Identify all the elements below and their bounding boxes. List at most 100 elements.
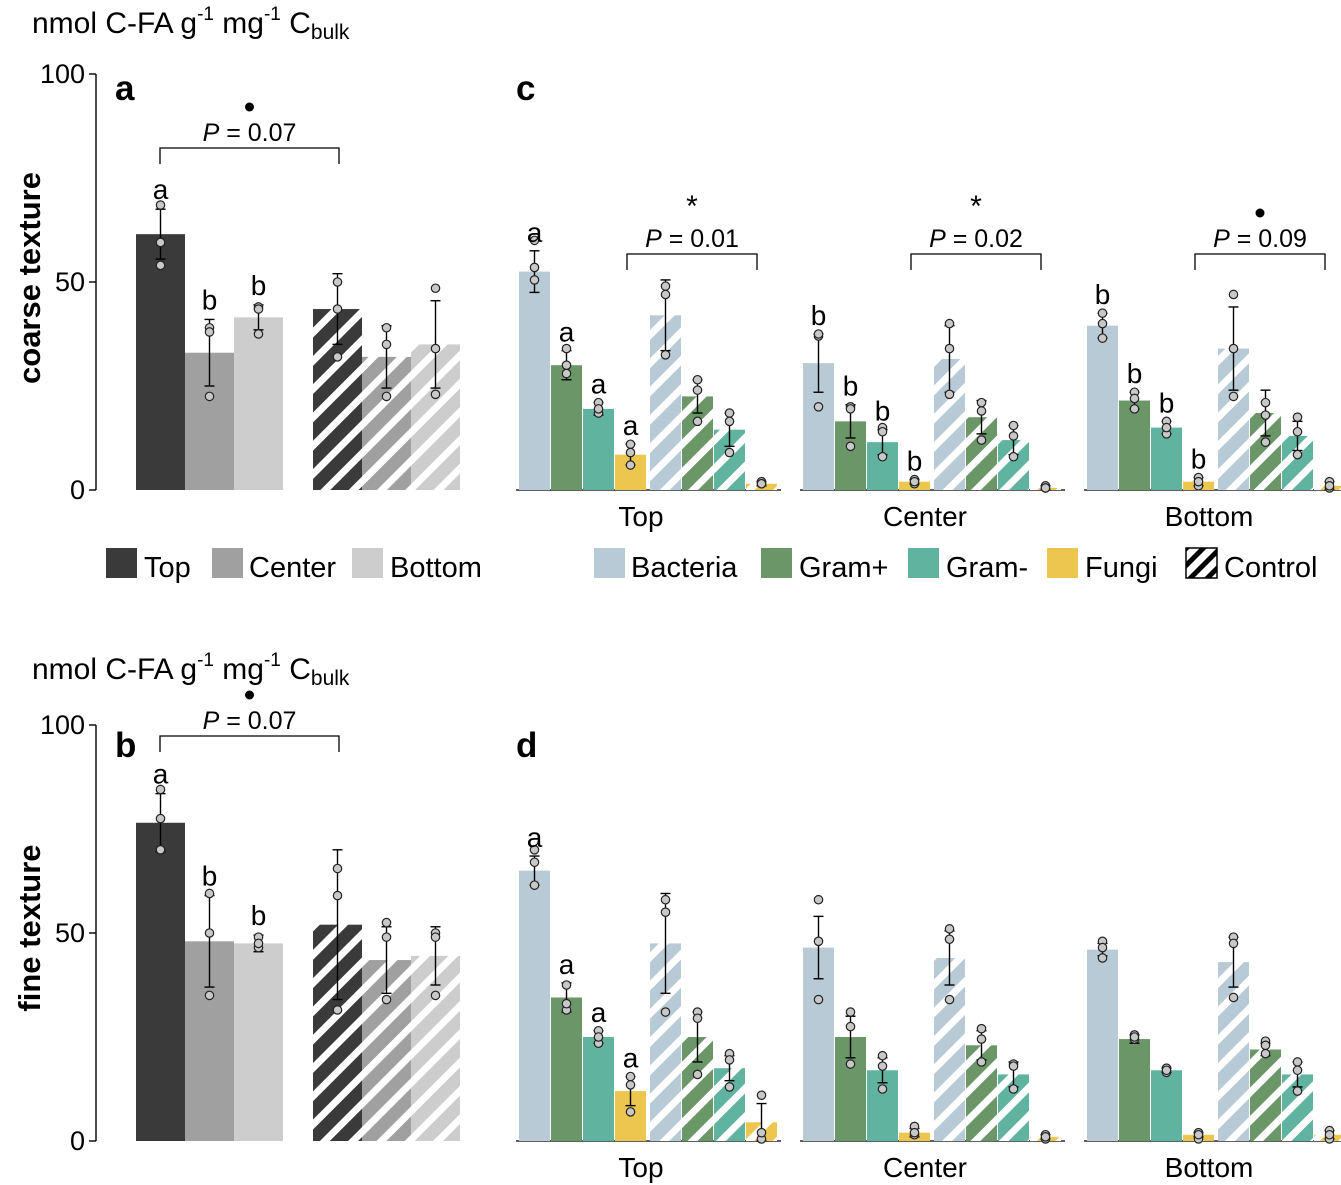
dots-d-top-bacteria-point-0 <box>529 844 540 855</box>
dots-d-top-bacteria-control-point-2 <box>660 907 671 917</box>
dots-b-center-control-point-0 <box>381 917 392 928</box>
bar-d-top-bacteria <box>519 870 550 1141</box>
dots-c-center-bacteria-control-point-2 <box>944 343 955 354</box>
bar-d-bottom-gramminus <box>1151 1070 1182 1141</box>
bracket-a <box>159 147 340 164</box>
dots-c-top-fungi-control-point-2 <box>756 478 767 489</box>
letter-d-top-gramplus: a <box>559 949 575 980</box>
dots-c-top-gramplus-point-0 <box>561 343 572 354</box>
dots-d-center-gramplus-point-1 <box>845 1059 856 1069</box>
dots-d-center-gramminus-control-point-2 <box>1008 1061 1019 1071</box>
y-tick-label-b-50: 50 <box>55 918 85 948</box>
dots-c-center-gramminus-control-point-0 <box>1008 420 1019 431</box>
dots-b-top-point-2 <box>155 813 166 824</box>
legend-swatch-fungi <box>1047 548 1078 578</box>
panel-letter-d: d <box>516 726 537 765</box>
dots-d-center-bacteria-control-point-1 <box>944 994 955 1005</box>
dots-b-top-point-1 <box>155 844 166 855</box>
dots-c-center-fungi-point-2 <box>909 476 920 487</box>
dots-c-center-gramplus-control-point-0 <box>976 397 987 408</box>
dots-d-center-gramplus-point-0 <box>845 1007 856 1017</box>
bar-b-top <box>136 822 185 1141</box>
dots-c-bottom-fungi-point-2 <box>1193 476 1204 487</box>
dots-c-center-gramminus-control-point-1 <box>1008 451 1019 462</box>
dots-a-bottom-control-point-2 <box>430 343 441 354</box>
letter-c-top-gramplus: a <box>559 317 575 348</box>
legend-label-control: Control <box>1224 552 1318 584</box>
panel-letter-a: a <box>115 69 135 108</box>
dots-d-center-gramminus-point-2 <box>877 1061 888 1071</box>
dots-a-top-point-0 <box>155 200 166 210</box>
bracket-c-top <box>626 253 758 270</box>
legend-swatch-center <box>212 548 243 578</box>
dots-a-bottom-point-2 <box>253 304 264 314</box>
dots-c-bottom-gramminus-control-point-2 <box>1292 426 1303 437</box>
dots-c-top-gramminus-control-point-1 <box>724 447 735 458</box>
dots-d-top-bacteria-control-point-1 <box>660 1007 671 1017</box>
dots-d-bottom-gramminus-control-point-1 <box>1292 1086 1303 1096</box>
dots-b-top-control-point-0 <box>332 863 343 874</box>
bar-a-top <box>136 234 185 490</box>
dots-d-center-bacteria-point-0 <box>813 894 824 905</box>
bar-b-bottom-control <box>411 955 460 1141</box>
dots-d-center-gramplus-control-point-1 <box>976 1057 987 1067</box>
dots-d-center-gramplus-control-point-0 <box>976 1023 987 1034</box>
bar-b-bottom <box>234 943 283 1141</box>
dots-c-bottom-fungi-control-point-2 <box>1324 481 1335 491</box>
dots-c-center-gramplus-control-point-1 <box>976 435 987 445</box>
panel-letter-b: b <box>115 726 136 765</box>
dots-c-top-fungi-point-2 <box>625 447 636 458</box>
dots-d-top-fungi-point-1 <box>625 1107 636 1117</box>
letter-b-top: a <box>153 759 169 790</box>
letter-b-bottom: b <box>251 900 267 931</box>
dots-b-center-control-point-1 <box>381 994 392 1005</box>
dots-d-bottom-bacteria-point-2 <box>1097 942 1108 953</box>
dots-c-bottom-bacteria-point-1 <box>1097 333 1108 343</box>
dots-d-bottom-bacteria-point-1 <box>1097 953 1108 963</box>
x-category-d-top: Top <box>618 1152 663 1183</box>
letter-c-bottom-bacteria: b <box>1095 279 1111 310</box>
dots-b-center-point-1 <box>204 990 215 1001</box>
legend-label-gram-minus: Gram- <box>946 552 1028 584</box>
bar-c-bottom-bacteria <box>1087 325 1118 490</box>
legend-swatch-bacteria <box>594 548 625 578</box>
x-category-d-bottom: Bottom <box>1165 1152 1254 1183</box>
bar-d-top-gramminus <box>583 1037 614 1141</box>
dots-d-center-gramminus-point-1 <box>877 1084 888 1094</box>
letter-c-center-fungi: b <box>907 446 923 477</box>
dots-d-top-fungi-point-2 <box>625 1080 636 1090</box>
dots-c-bottom-gramminus-control-point-1 <box>1292 449 1303 460</box>
dots-b-bottom-control-point-1 <box>430 990 441 1001</box>
dots-a-center-control-point-0 <box>381 322 392 333</box>
legend-label-bacteria: Bacteria <box>631 552 738 584</box>
dots-c-center-gramplus-point-1 <box>845 441 856 452</box>
dots-d-bottom-fungi-point-2 <box>1193 1129 1204 1140</box>
dots-c-bottom-bacteria-control-point-2 <box>1228 343 1239 354</box>
bar-d-bottom-bacteria <box>1087 949 1118 1141</box>
dots-c-top-bacteria-point-1 <box>529 275 540 285</box>
letter-c-top-gramminus: a <box>591 369 607 400</box>
dots-d-top-fungi-point-0 <box>625 1071 636 1082</box>
letter-c-bottom-gramminus: b <box>1159 387 1175 418</box>
bar-d-top-gramplus <box>551 997 582 1141</box>
dots-b-center-point-2 <box>204 928 215 938</box>
dots-a-bottom-point-1 <box>253 329 264 339</box>
dots-c-bottom-bacteria-control-point-1 <box>1228 391 1239 402</box>
bar-c-top-gramminus <box>583 408 614 490</box>
legend-label-fungi: Fungi <box>1085 552 1158 584</box>
dots-d-center-bacteria-control-point-0 <box>944 924 955 934</box>
dots-c-top-fungi-point-1 <box>625 460 636 470</box>
dots-c-top-gramplus-control-point-1 <box>692 416 703 427</box>
dots-d-top-bacteria-point-1 <box>529 880 540 890</box>
dots-c-top-bacteria-point-2 <box>529 262 540 273</box>
dots-d-top-fungi-control-point-0 <box>756 1090 767 1101</box>
legend-swatch-gram-minus <box>908 548 939 578</box>
bar-d-bottom-gramplus-control <box>1250 1049 1281 1141</box>
letter-a-center: b <box>202 284 218 315</box>
dots-a-top-control-point-2 <box>332 304 343 314</box>
bracket-b-p-value: P = 0.07 <box>203 707 297 735</box>
dots-c-bottom-gramplus-point-1 <box>1129 404 1140 414</box>
dots-d-top-gramplus-point-0 <box>561 980 572 990</box>
dots-c-bottom-bacteria-point-0 <box>1097 308 1108 318</box>
